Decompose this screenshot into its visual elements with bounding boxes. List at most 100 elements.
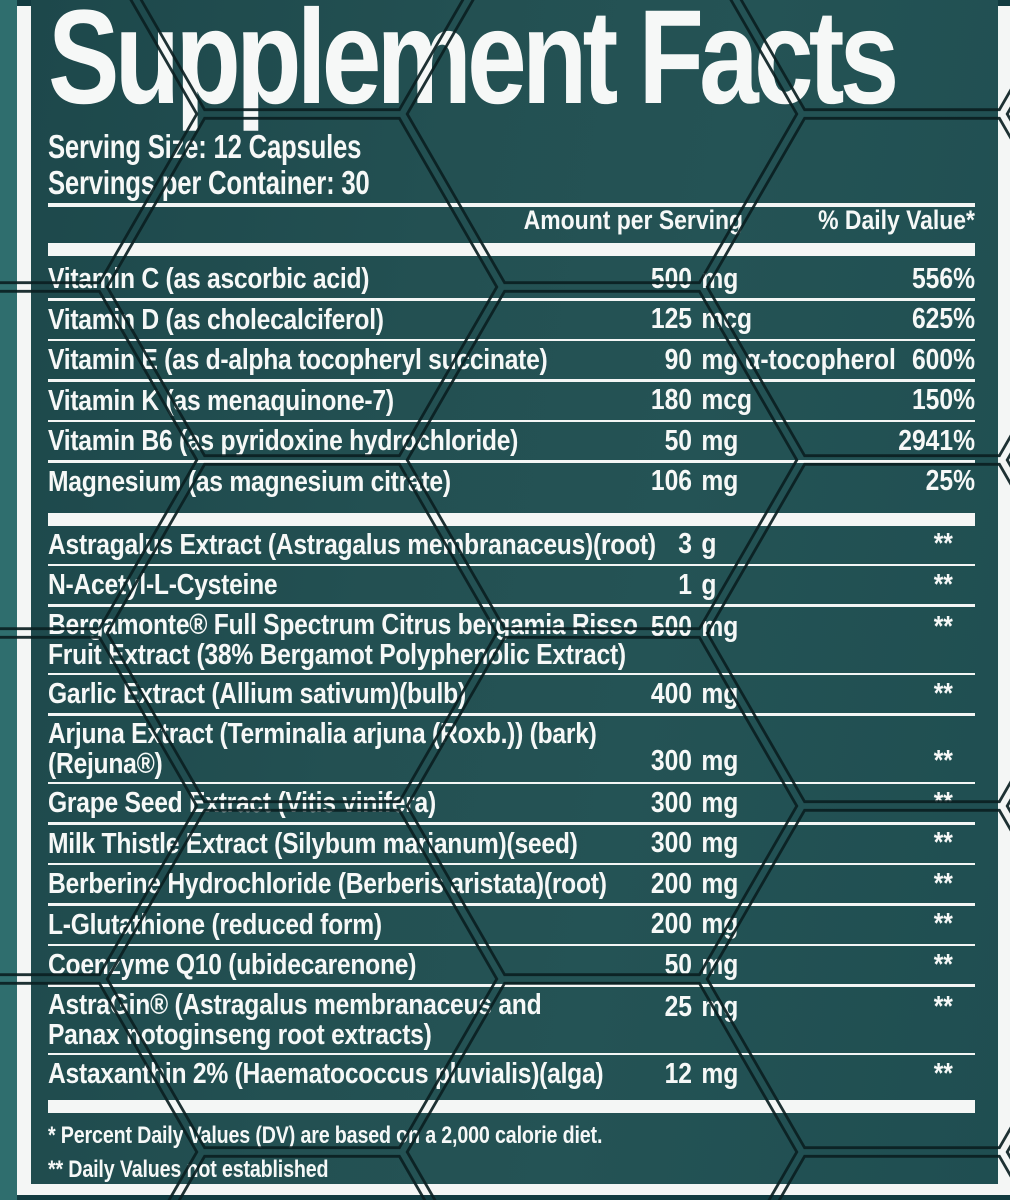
ingredient-unit: mg (701, 465, 739, 497)
ingredient-unit: mg (701, 424, 739, 457)
label-border-bottom (17, 1184, 1010, 1195)
ingredient-row: L-Glutathione (reduced form) 200 mg ** (48, 906, 975, 944)
panel-content: Supplement Facts Serving Size: 12 Capsul… (31, 0, 998, 1184)
ingredient-daily-value: ** (933, 908, 953, 940)
ingredient-daily-value: 556% (911, 262, 975, 295)
ingredient-daily-value: 600% (911, 343, 975, 376)
ingredient-amount: 106 (650, 465, 692, 497)
ingredient-amount: 500 (650, 610, 692, 643)
ingredient-amount: 50 (664, 424, 692, 457)
ingredient-amount: 12 (664, 1057, 692, 1090)
ingredient-name: Arjuna Extract (Terminalia arjuna (Roxb.… (48, 717, 597, 780)
ingredient-name: Grape Seed Extract (Vitis vinifera) (48, 787, 436, 819)
ingredient-amount: 1 (678, 568, 692, 601)
ingredient-row: Astragalus Extract (Astragalus membranac… (48, 526, 975, 564)
ingredient-rows: Vitamin C (as ascorbic acid) 500 mg 556%… (48, 260, 975, 1113)
ingredient-daily-value: ** (933, 610, 953, 643)
ingredient-amount: 200 (650, 908, 692, 940)
ingredient-name: Magnesium (as magnesium citrate) (48, 465, 451, 498)
ingredient-row: N-Acetyl-L-Cysteine 1 g ** (48, 566, 975, 604)
ingredient-unit: mg (701, 262, 739, 295)
ingredient-daily-value: ** (933, 948, 953, 981)
column-header-daily-value: % Daily Value* (818, 205, 975, 235)
ingredient-unit: mg (701, 827, 739, 859)
ingredient-row: Bergamonte® Full Spectrum Citrus bergami… (48, 607, 975, 673)
ingredient-amount: 300 (650, 744, 692, 777)
ingredient-amount: 400 (650, 677, 692, 710)
column-header-row: Amount per Serving % Daily Value* (48, 205, 975, 236)
ingredient-unit: g (701, 528, 717, 560)
ingredient-row: Vitamin C (as ascorbic acid) 500 mg 556% (48, 260, 975, 298)
thick-bar-section (48, 512, 975, 526)
ingredient-daily-value: ** (933, 867, 953, 900)
outer-left-strip (0, 0, 17, 1200)
column-header-amount: Amount per Serving (523, 205, 743, 235)
ingredient-unit: mg (701, 990, 739, 1023)
ingredient-name: Vitamin B6 (as pyridoxine hydrochloride) (48, 425, 519, 457)
ingredient-amount: 300 (650, 786, 692, 819)
ingredient-amount: 500 (650, 262, 692, 295)
ingredient-unit: mg (701, 948, 739, 981)
serving-size: Serving Size: 12 Capsules (48, 128, 362, 165)
ingredient-unit: mg (701, 1057, 739, 1090)
ingredient-name: Milk Thistle Extract (Silybum marianum)(… (48, 827, 578, 860)
ingredient-amount: 90 (664, 343, 692, 376)
footnote-not-established: ** Daily Values not established (48, 1156, 329, 1183)
ingredient-unit: mcg (701, 303, 753, 335)
ingredient-unit: mg (701, 867, 739, 900)
ingredient-daily-value: ** (933, 1057, 953, 1090)
ingredient-unit: mg (701, 744, 739, 777)
ingredient-amount: 3 (678, 528, 692, 560)
ingredient-row: Grape Seed Extract (Vitis vinifera) 300 … (48, 784, 975, 822)
ingredient-name: Astragalus Extract (Astragalus membranac… (48, 528, 656, 561)
ingredient-daily-value: ** (933, 786, 953, 819)
ingredient-unit: mg α-tocopherol (701, 343, 896, 376)
ingredient-amount: 125 (650, 303, 692, 335)
label-border-right (998, 6, 1010, 1194)
ingredient-name: L-Glutathione (reduced form) (48, 908, 382, 941)
ingredient-name: Vitamin E (as d-alpha tocopheryl succina… (48, 344, 548, 376)
ingredient-daily-value: 150% (911, 384, 975, 416)
supplement-facts-panel: Supplement Facts Serving Size: 12 Capsul… (31, 0, 998, 1184)
ingredient-amount: 300 (650, 827, 692, 859)
ingredient-amount: 200 (650, 867, 692, 900)
ingredient-daily-value: 25% (925, 465, 975, 497)
ingredient-row: Vitamin E (as d-alpha tocopheryl succina… (48, 341, 975, 379)
ingredient-name: Vitamin C (as ascorbic acid) (48, 263, 370, 295)
ingredient-name: Garlic Extract (Allium sativum)(bulb) (48, 678, 466, 710)
ingredient-name: N-Acetyl-L-Cysteine (48, 569, 278, 601)
ingredient-unit: mg (701, 677, 739, 710)
thick-bar-header (48, 243, 975, 256)
ingredient-unit: mg (701, 610, 739, 643)
ingredient-unit: mcg (701, 384, 753, 416)
ingredient-row: Arjuna Extract (Terminalia arjuna (Roxb.… (48, 716, 975, 782)
ingredient-daily-value: ** (933, 744, 953, 777)
ingredient-unit: g (701, 568, 717, 601)
ingredient-daily-value: 2941% (898, 424, 975, 457)
thick-bar-section (48, 1100, 975, 1113)
ingredient-name: Coenzyme Q10 (ubidecarenone) (48, 949, 417, 981)
ingredient-row: AstraGin® (Astragalus membranaceus and P… (48, 987, 975, 1053)
ingredient-name: Vitamin K (as menaquinone-7) (48, 384, 394, 417)
ingredient-unit: mg (701, 908, 739, 940)
ingredient-row: Vitamin D (as cholecalciferol) 125 mcg 6… (48, 301, 975, 339)
ingredient-name: Berberine Hydrochloride (Berberis arista… (48, 868, 607, 900)
ingredient-daily-value: 625% (911, 303, 975, 335)
ingredient-amount: 180 (650, 384, 692, 416)
servings-per-container: Servings per Container: 30 (48, 164, 370, 201)
ingredient-amount: 50 (664, 948, 692, 981)
label-border-left (17, 6, 31, 1194)
ingredient-daily-value: ** (933, 990, 953, 1023)
ingredient-amount: 25 (664, 990, 692, 1023)
ingredient-daily-value: ** (933, 528, 953, 560)
ingredient-name: Bergamonte® Full Spectrum Citrus bergami… (48, 608, 638, 671)
ingredient-row: Astaxanthin 2% (Haematococcus pluvialis)… (48, 1055, 975, 1093)
ingredient-row: Berberine Hydrochloride (Berberis arista… (48, 865, 975, 903)
footnote-daily-value: * Percent Daily Values (DV) are based on… (48, 1122, 603, 1149)
serving-info: Serving Size: 12 Capsules Servings per C… (48, 129, 771, 201)
ingredient-row: Magnesium (as magnesium citrate) 106 mg … (48, 463, 975, 501)
ingredient-row: Coenzyme Q10 (ubidecarenone) 50 mg ** (48, 946, 975, 984)
ingredient-row: Milk Thistle Extract (Silybum marianum)(… (48, 825, 975, 863)
ingredient-name: AstraGin® (Astragalus membranaceus and P… (48, 988, 542, 1051)
